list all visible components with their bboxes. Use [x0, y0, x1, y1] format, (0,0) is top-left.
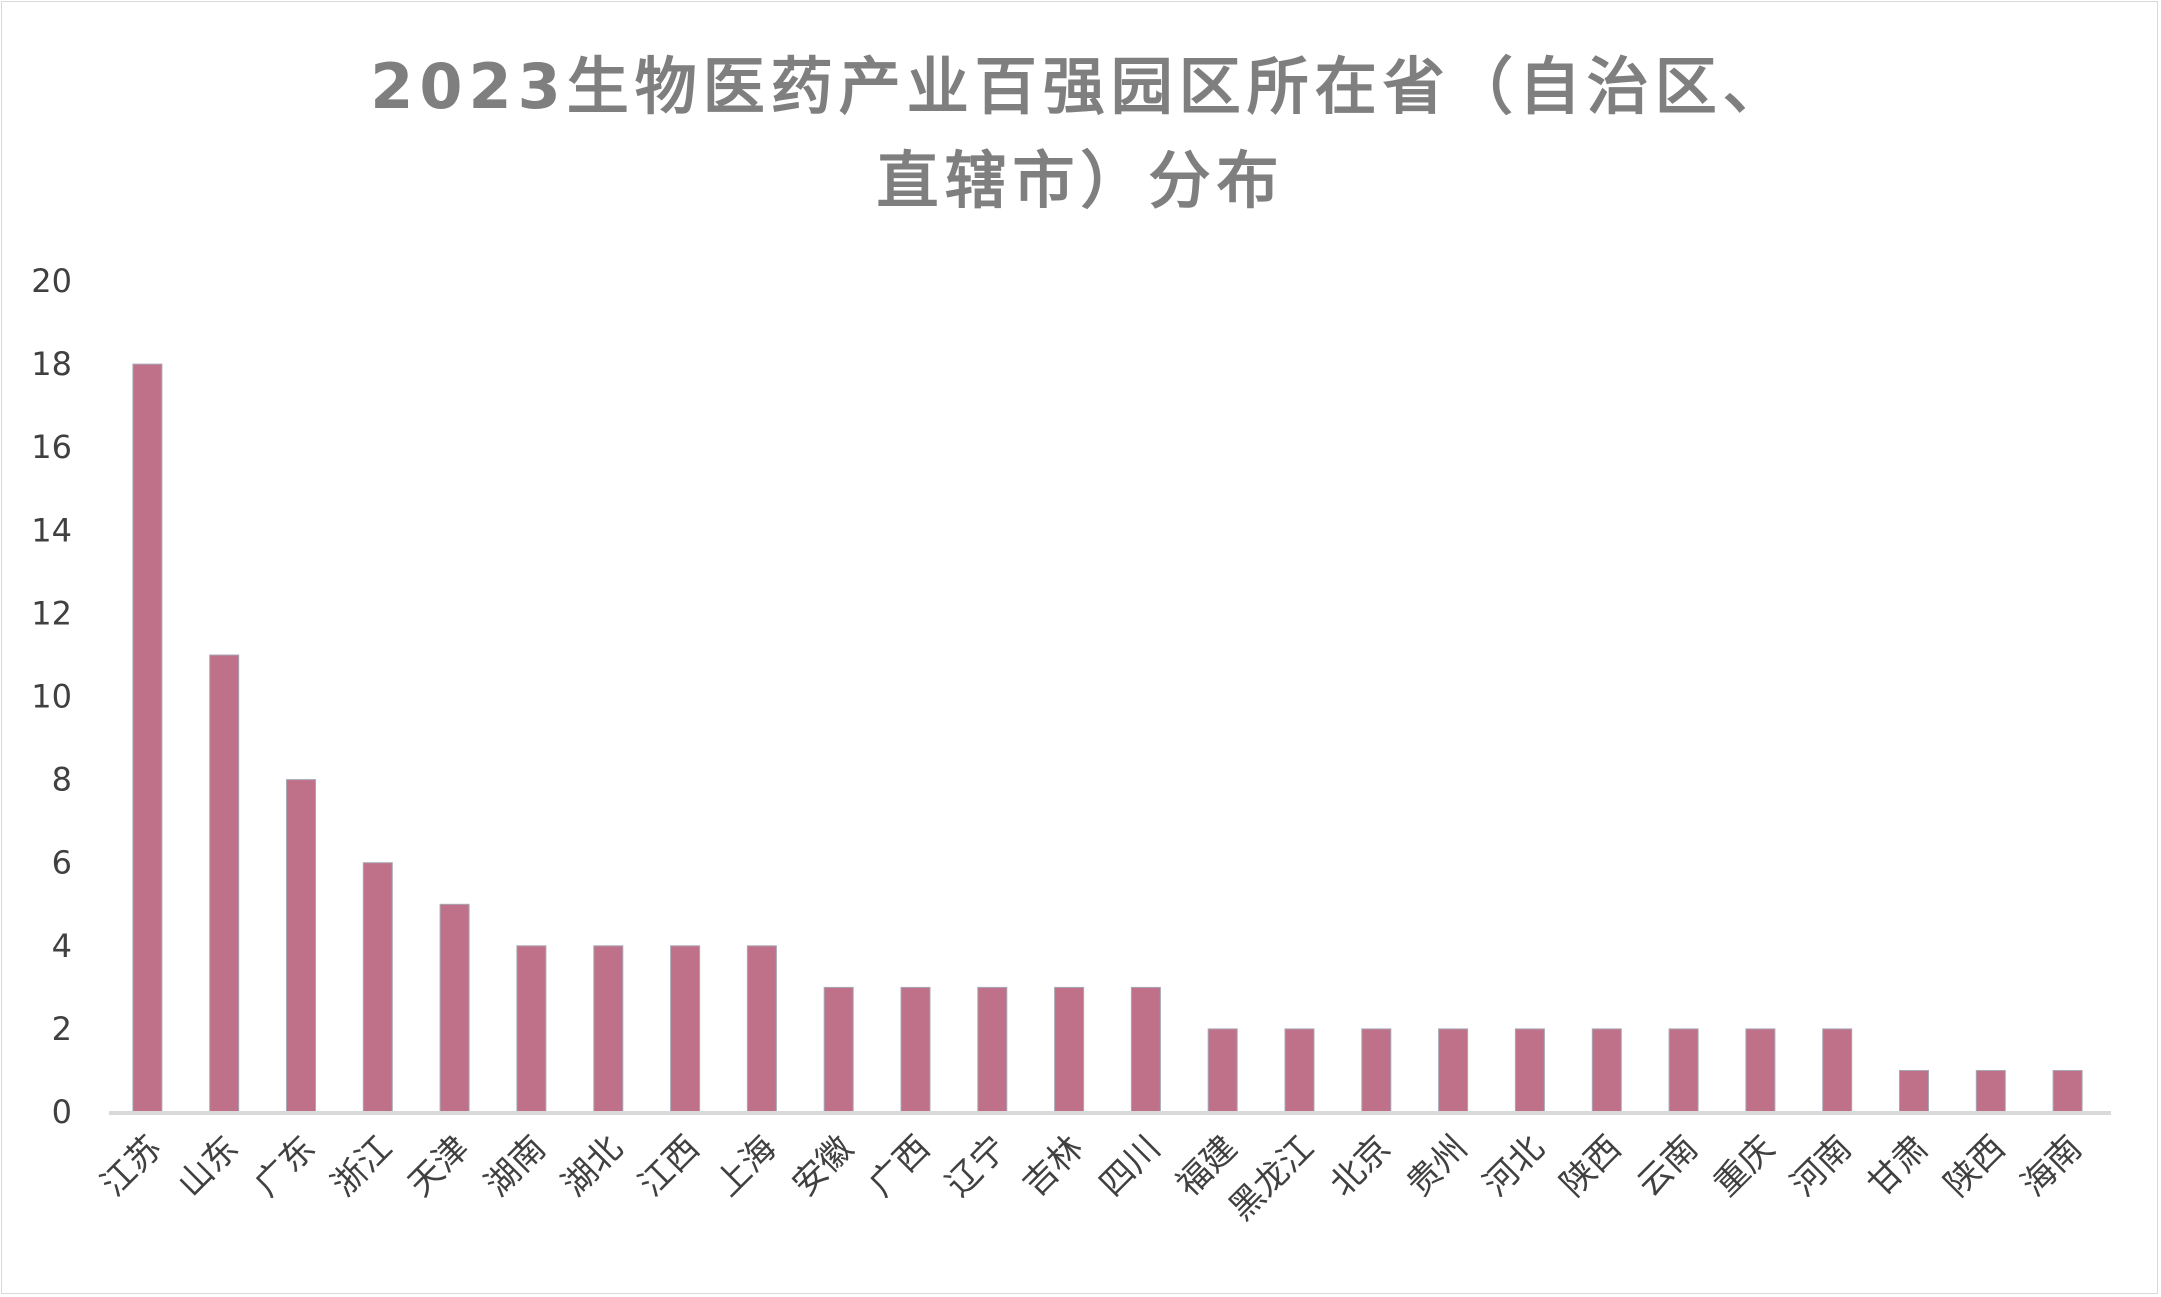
- x-tick-label: 河北: [1476, 1128, 1552, 1204]
- bar-重庆: [1745, 1028, 1776, 1113]
- bar-吉林: [1054, 986, 1085, 1113]
- x-tick-label: 上海: [708, 1128, 784, 1204]
- y-tick-label: 8: [52, 761, 72, 799]
- bar-福建: [1207, 1028, 1238, 1113]
- bar-辽宁: [977, 986, 1008, 1113]
- x-tick-label: 四川: [1092, 1128, 1168, 1204]
- bar-安徽: [823, 986, 854, 1113]
- x-tick-label: 河南: [1783, 1128, 1859, 1204]
- chart-title: 2023生物医药产业百强园区所在省（自治区、 直辖市）分布: [0, 40, 2161, 228]
- y-tick-label: 10: [31, 678, 72, 716]
- bar-广西: [900, 986, 931, 1113]
- bar-上海: [746, 945, 777, 1113]
- bar-河南: [1822, 1028, 1853, 1113]
- y-tick-label: 14: [31, 511, 72, 549]
- y-tick-label: 20: [31, 262, 72, 300]
- y-axis-labels: 0 2 4 6 8 10 12 14 16 18 20: [31, 262, 72, 1131]
- bar-江西: [670, 945, 701, 1113]
- x-tick-label: 陕西: [1937, 1128, 2013, 1204]
- x-tick-label: 江苏: [93, 1128, 169, 1204]
- x-tick-label: 重庆: [1706, 1128, 1782, 1204]
- bar-陕西: [1975, 1070, 2006, 1113]
- y-tick-label: 16: [31, 428, 72, 466]
- bar-江苏: [132, 363, 163, 1113]
- x-tick-label: 云南: [1630, 1128, 1706, 1204]
- x-tick-label: 湖北: [554, 1128, 630, 1204]
- bar-湖北: [593, 945, 624, 1113]
- chart-title-line-1: 2023生物医药产业百强园区所在省（自治区、: [370, 50, 1791, 123]
- bar-湖南: [516, 945, 547, 1113]
- x-tick-label: 黑龙江: [1221, 1128, 1321, 1228]
- bar-河北: [1514, 1028, 1545, 1113]
- bar-海南: [2052, 1070, 2083, 1113]
- x-axis-labels: 江苏 山东 广东 浙江 天津 湖南 湖北 江西 上海 安徽 广西 辽宁 吉林 四川 福建黑龙江 北京 贵州 河北陕…: [93, 1128, 2090, 1228]
- bar-广东: [286, 779, 316, 1113]
- bar-贵州: [1438, 1028, 1469, 1113]
- y-tick-label: 0: [52, 1093, 72, 1131]
- x-tick-label: 山东: [170, 1128, 246, 1204]
- y-tick-label: 4: [52, 927, 72, 965]
- bars: [132, 363, 2083, 1113]
- bar-云南: [1668, 1028, 1699, 1113]
- x-tick-label: 安徽: [785, 1128, 861, 1204]
- chart-title-line-2: 直辖市）分布: [876, 144, 1285, 217]
- x-tick-label: 湖南: [477, 1128, 553, 1204]
- x-tick-label: 海南: [2014, 1128, 2090, 1204]
- x-tick-label: 甘肃: [1860, 1128, 1936, 1204]
- bar-天津: [439, 903, 470, 1113]
- x-tick-label: 广西: [861, 1128, 937, 1204]
- bar-北京: [1361, 1028, 1392, 1113]
- x-tick-label: 广东: [247, 1128, 323, 1204]
- x-tick-label: 浙江: [324, 1128, 400, 1204]
- bar-四川: [1130, 986, 1161, 1113]
- x-tick-label: 贵州: [1399, 1128, 1475, 1204]
- y-tick-label: 6: [52, 844, 72, 882]
- y-tick-label: 18: [31, 345, 72, 383]
- x-tick-label: 天津: [401, 1128, 477, 1204]
- bar-陕西: [1591, 1028, 1622, 1113]
- bar-山东: [209, 654, 240, 1113]
- y-tick-label: 12: [31, 594, 72, 632]
- x-tick-label: 辽宁: [938, 1128, 1014, 1204]
- bar-浙江: [362, 862, 393, 1113]
- x-tick-label: 吉林: [1015, 1128, 1091, 1204]
- bar-黑龙江: [1284, 1028, 1315, 1113]
- x-tick-label: 江西: [631, 1128, 707, 1204]
- y-tick-label: 2: [52, 1010, 72, 1048]
- x-tick-label: 北京: [1322, 1128, 1398, 1204]
- x-tick-label: 陕西: [1553, 1128, 1629, 1204]
- bar-甘肃: [1899, 1070, 1929, 1113]
